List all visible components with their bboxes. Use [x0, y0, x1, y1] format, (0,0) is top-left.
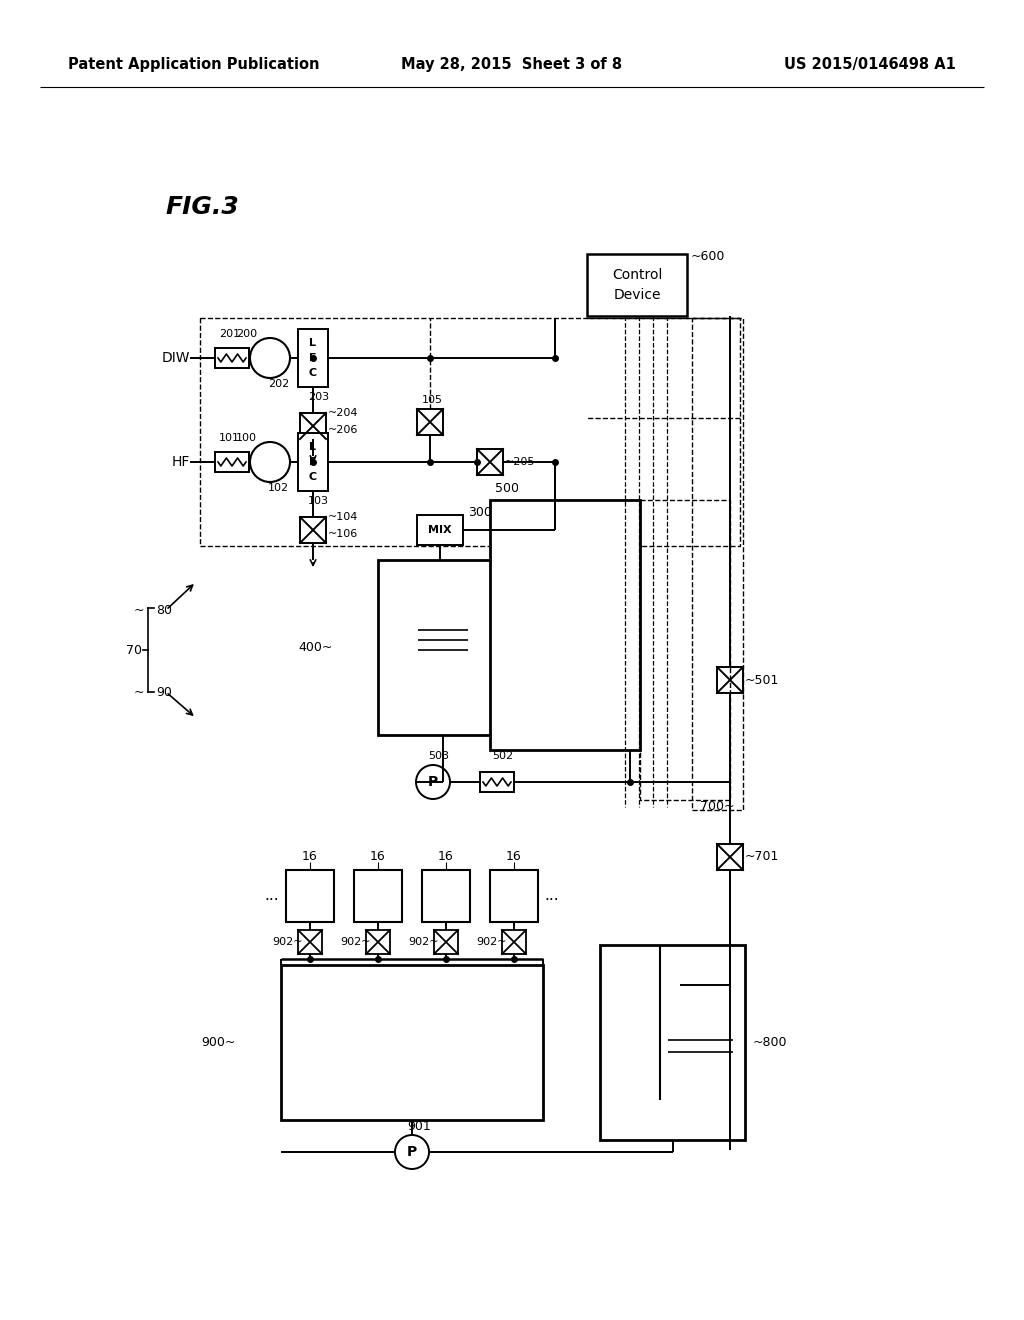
Text: 100: 100: [236, 433, 257, 444]
Text: 80: 80: [156, 603, 172, 616]
Text: HF: HF: [172, 455, 190, 469]
Bar: [502, 931, 526, 954]
Text: FIG.3: FIG.3: [165, 195, 239, 219]
Text: 70: 70: [126, 644, 142, 656]
Text: 201: 201: [219, 329, 240, 339]
Text: 901: 901: [407, 1121, 431, 1134]
Text: ~800: ~800: [753, 1036, 787, 1049]
Bar: [640, 500, 730, 800]
Bar: [477, 449, 503, 475]
Text: P: P: [407, 1144, 417, 1159]
Bar: [417, 409, 443, 436]
Text: L: L: [309, 442, 316, 453]
Text: 902~: 902~: [476, 937, 507, 946]
Bar: [480, 772, 514, 792]
Text: ~106: ~106: [328, 529, 358, 539]
Text: 16: 16: [370, 850, 386, 862]
Bar: [354, 870, 402, 921]
Bar: [298, 329, 328, 387]
Bar: [298, 931, 322, 954]
Bar: [600, 945, 745, 1140]
Text: 102: 102: [268, 483, 289, 492]
Text: ~501: ~501: [745, 673, 779, 686]
Text: ~104: ~104: [328, 512, 358, 521]
Text: 16: 16: [302, 850, 317, 862]
Text: L: L: [309, 338, 316, 348]
Text: 202: 202: [268, 379, 289, 389]
Bar: [422, 870, 470, 921]
Text: 500: 500: [495, 482, 519, 495]
Text: 101: 101: [219, 433, 240, 444]
Text: Device: Device: [613, 288, 660, 302]
Bar: [717, 667, 743, 693]
Text: ~204: ~204: [328, 408, 358, 418]
Bar: [298, 433, 328, 491]
Bar: [692, 318, 743, 810]
Text: 203: 203: [308, 392, 329, 403]
Text: 16: 16: [506, 850, 522, 862]
Bar: [215, 451, 249, 473]
Text: ~: ~: [134, 603, 144, 616]
Text: 900~: 900~: [202, 1036, 236, 1049]
Text: ...: ...: [544, 888, 559, 903]
Bar: [286, 870, 334, 921]
Bar: [490, 500, 640, 750]
Text: F: F: [309, 352, 316, 363]
Text: ...: ...: [264, 888, 279, 903]
Text: ~205: ~205: [505, 457, 536, 467]
Bar: [587, 253, 687, 315]
Text: 300: 300: [468, 506, 492, 519]
Text: ~701: ~701: [745, 850, 779, 863]
Ellipse shape: [250, 442, 290, 482]
Ellipse shape: [250, 338, 290, 378]
Text: 16: 16: [438, 850, 454, 862]
Bar: [300, 413, 326, 440]
Bar: [281, 965, 543, 1119]
Text: 902~: 902~: [272, 937, 302, 946]
Circle shape: [416, 766, 450, 799]
Text: May 28, 2015  Sheet 3 of 8: May 28, 2015 Sheet 3 of 8: [401, 58, 623, 73]
Bar: [717, 843, 743, 870]
Bar: [417, 515, 463, 545]
Text: DIW: DIW: [162, 351, 190, 366]
Circle shape: [395, 1135, 429, 1170]
Text: C: C: [309, 471, 317, 482]
Text: ~206: ~206: [328, 425, 358, 436]
Bar: [378, 560, 508, 735]
Text: 902~: 902~: [408, 937, 438, 946]
Text: 400~: 400~: [299, 642, 333, 653]
Text: 503: 503: [428, 751, 449, 762]
Bar: [366, 931, 390, 954]
Bar: [490, 870, 538, 921]
Text: ~: ~: [134, 685, 144, 698]
Bar: [434, 931, 458, 954]
Text: 200: 200: [236, 329, 257, 339]
Text: 502: 502: [492, 751, 513, 762]
Bar: [215, 348, 249, 368]
Text: MIX: MIX: [428, 525, 452, 535]
Text: Patent Application Publication: Patent Application Publication: [68, 58, 319, 73]
Text: 902~: 902~: [340, 937, 371, 946]
Text: C: C: [309, 367, 317, 378]
Text: Control: Control: [611, 268, 663, 282]
Text: 105: 105: [422, 395, 443, 405]
Text: F: F: [309, 457, 316, 467]
Text: 700~: 700~: [700, 800, 734, 813]
Text: US 2015/0146498 A1: US 2015/0146498 A1: [784, 58, 956, 73]
Text: 90: 90: [156, 685, 172, 698]
Bar: [300, 517, 326, 543]
Text: ~600: ~600: [691, 249, 725, 263]
Bar: [200, 318, 740, 546]
Text: 103: 103: [308, 496, 329, 506]
Text: P: P: [428, 775, 438, 789]
